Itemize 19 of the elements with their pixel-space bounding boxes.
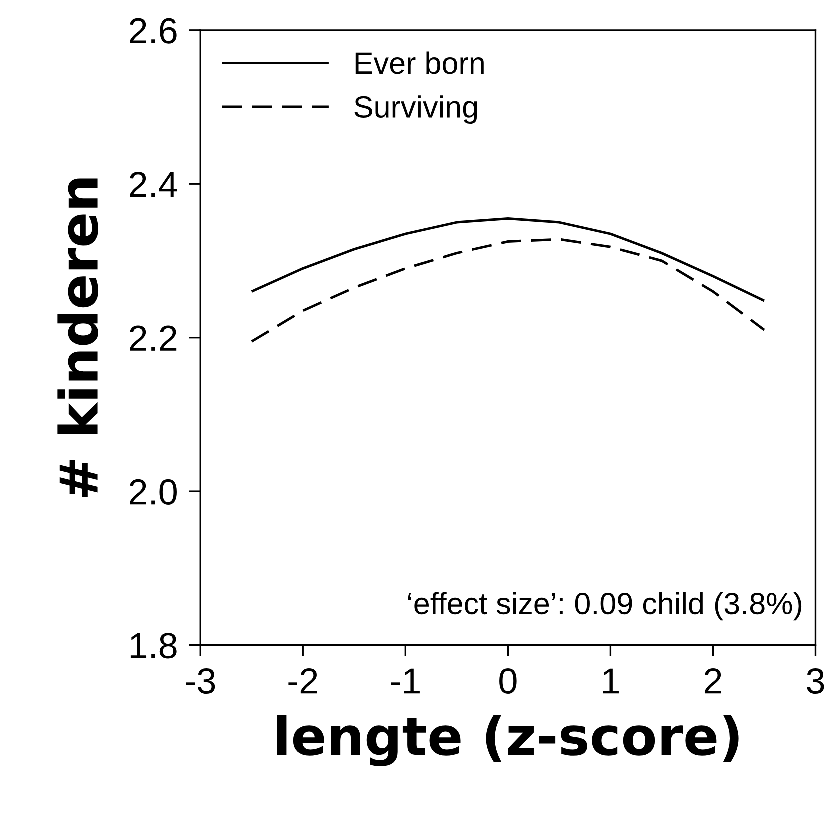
x-tick-label: 0: [500, 668, 517, 694]
x-tick-label: -1: [391, 668, 420, 694]
x-tick-label: 3: [807, 668, 824, 694]
y-axis-title: # kinderen: [58, 178, 99, 498]
annotation: ‘effect size’: 0.09 child (3.8%): [408, 592, 802, 621]
legend-label: Ever born: [356, 52, 484, 74]
x-tick-label: 2: [704, 668, 722, 694]
y-tick-label: 2.0: [130, 479, 177, 505]
y-tick-label: 2.4: [130, 172, 178, 198]
x-tick-label: 1: [603, 668, 619, 694]
line-series: [250, 238, 766, 343]
y-tick-label: 1.8: [130, 633, 177, 659]
y-tick-label: 2.2: [130, 326, 177, 351]
y-tick-label: 2.6: [130, 18, 177, 44]
x-tick-label: -3: [186, 668, 216, 694]
legend-label: Surviving: [354, 96, 478, 124]
x-axis-title: lengte (z-score): [277, 715, 739, 767]
x-tick-label: -2: [288, 668, 318, 694]
line-series: [250, 217, 766, 302]
